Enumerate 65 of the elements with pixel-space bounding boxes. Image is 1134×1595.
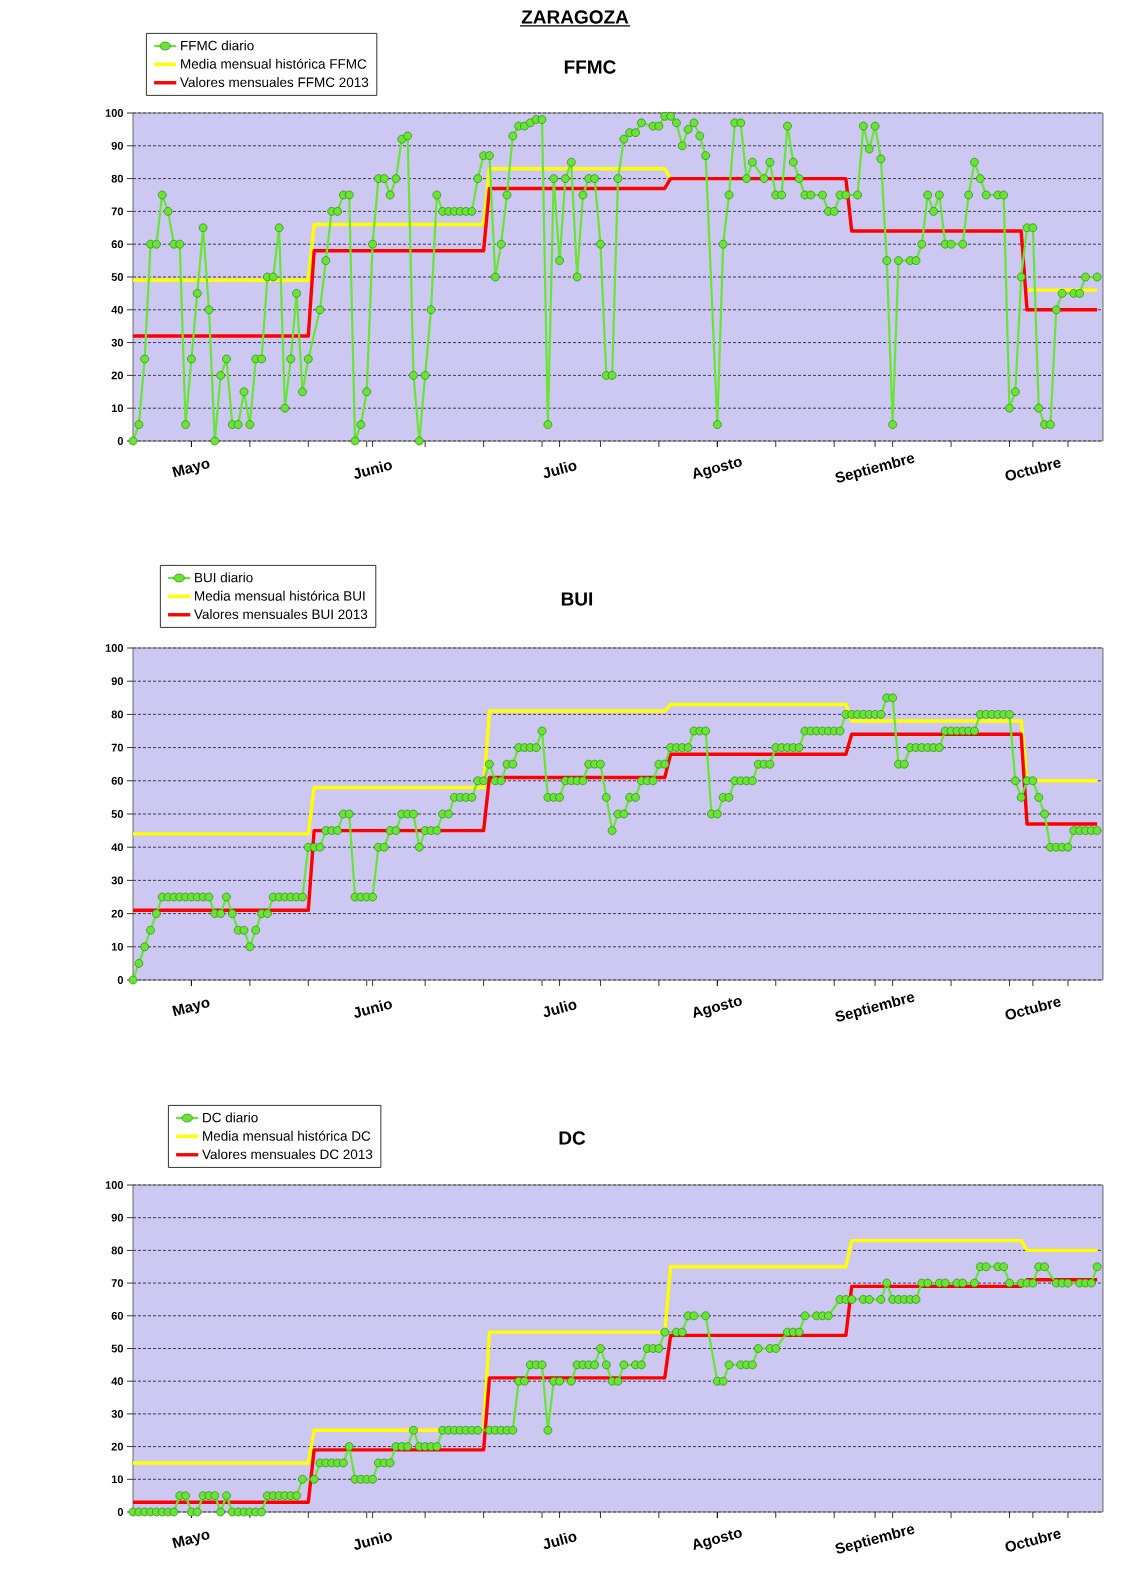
y-tick-label: 100 xyxy=(105,1181,124,1189)
text: ZARAGOZA xyxy=(521,10,629,24)
legend-label: Media mensual histórica DC xyxy=(203,1130,371,1141)
y-tick-label: 30 xyxy=(111,1410,124,1418)
legend-label: Media mensual histórica FFMC xyxy=(181,58,367,69)
x-tick-label: Junio xyxy=(354,1532,392,1550)
y-tick-label: 80 xyxy=(111,1246,124,1255)
y-tick-label: 80 xyxy=(111,710,124,719)
y-tick-label: 20 xyxy=(111,1442,124,1451)
x-tick-label: Julio xyxy=(543,461,577,479)
y-tick-label: 100 xyxy=(105,644,124,652)
y-tick-label: 100 xyxy=(105,109,124,117)
y-tick-label: 80 xyxy=(111,174,124,183)
legend-label: FFMC diario xyxy=(181,40,254,51)
y-tick-label: 50 xyxy=(111,273,124,281)
legend-label: Valores mensuales DC 2013 xyxy=(202,1149,373,1160)
legend-label: Valores mensuales FFMC 2013 xyxy=(180,77,369,88)
y-tick-label: 60 xyxy=(111,1311,124,1320)
y-tick-label: 90 xyxy=(111,1213,124,1222)
x-tick-label: Mayo xyxy=(172,999,210,1017)
y-tick-label: 90 xyxy=(111,677,124,686)
x-tick-label: Junio xyxy=(354,1000,392,1018)
y-tick-label: 40 xyxy=(111,843,124,852)
line-series xyxy=(131,732,1099,912)
x-tick-label: Octubre xyxy=(1005,459,1061,481)
y-tick-label: 10 xyxy=(111,942,124,951)
y-tick-label: 30 xyxy=(111,338,124,347)
line-series xyxy=(131,702,1099,836)
y-tick-label: 10 xyxy=(111,1475,124,1484)
x-tick-label: Agosto xyxy=(693,458,742,480)
x-tick-label: Octubre xyxy=(1005,1530,1061,1552)
y-tick-label: 70 xyxy=(111,743,124,752)
chart-title: FFMC xyxy=(564,60,616,74)
y-tick-label: 60 xyxy=(111,240,124,249)
y-tick-label: 20 xyxy=(111,371,124,380)
line-series xyxy=(131,176,1099,338)
legend-label: Valores mensuales BUI 2013 xyxy=(194,609,368,620)
legend-label: Media mensual histórica BUI xyxy=(195,590,365,601)
y-tick-label: 70 xyxy=(111,207,124,216)
chart-title: DC xyxy=(559,1131,586,1145)
y-tick-label: 10 xyxy=(111,404,124,413)
y-tick-label: 20 xyxy=(111,909,124,918)
y-tick-label: 40 xyxy=(111,305,124,314)
y-tick-label: 0 xyxy=(117,976,124,984)
chart-title: BUI xyxy=(561,592,593,606)
y-tick-label: 30 xyxy=(111,876,124,885)
y-tick-label: 0 xyxy=(117,1508,124,1516)
y-tick-label: 50 xyxy=(111,810,124,818)
x-tick-label: Junio xyxy=(354,461,392,479)
x-tick-label: Julio xyxy=(543,1532,577,1550)
y-tick-label: 70 xyxy=(111,1279,124,1287)
y-tick-label: 50 xyxy=(111,1344,124,1353)
x-tick-label: Agosto xyxy=(693,1529,742,1551)
x-tick-label: Octubre xyxy=(1005,998,1061,1020)
y-tick-label: 0 xyxy=(117,437,124,445)
y-tick-label: 90 xyxy=(111,141,124,150)
x-tick-label: Agosto xyxy=(693,997,742,1019)
legend-label: DC diario xyxy=(203,1112,258,1123)
x-tick-label: Mayo xyxy=(172,1531,210,1549)
y-tick-label: 60 xyxy=(111,776,124,785)
x-tick-label: Julio xyxy=(543,1000,577,1018)
legend-label: BUI diario xyxy=(195,572,253,583)
line-series xyxy=(131,1238,1099,1465)
y-tick-label: 40 xyxy=(111,1377,124,1386)
x-tick-label: Mayo xyxy=(172,460,210,478)
